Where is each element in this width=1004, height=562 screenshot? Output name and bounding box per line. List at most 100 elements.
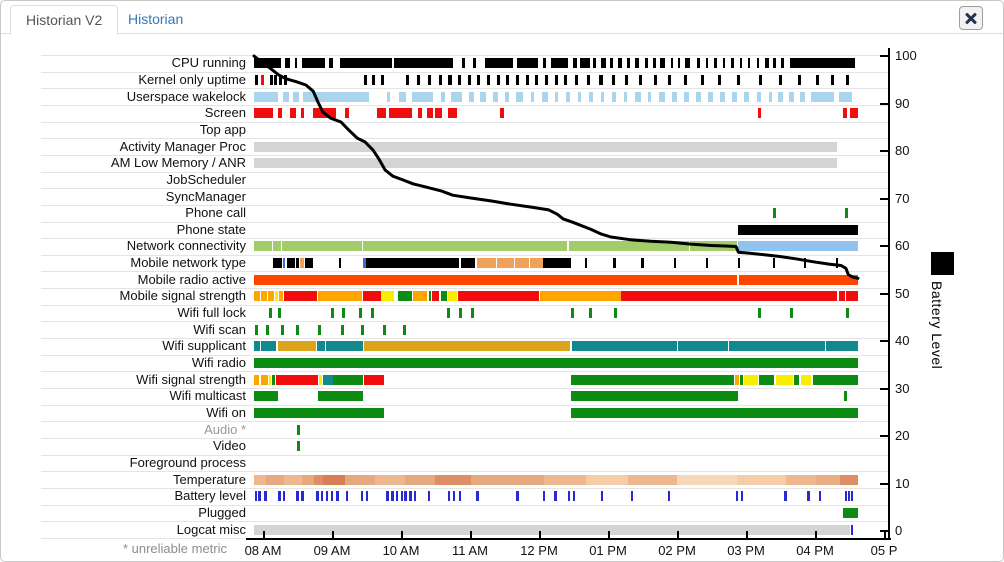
row-label-kernel-only-uptime: Kernel only uptime [138,71,246,87]
timeline-segment-userspace-wakelock [647,91,652,102]
row-separator [41,304,889,306]
x-axis-tick-label: 11 AM [452,543,488,558]
timeline-segment-cpu-running [461,58,465,69]
timeline-segment-mobile-network-type [299,258,304,269]
timeline-segment-wifi-supplicant [261,341,277,352]
timeline-segment-battery-level [735,491,739,502]
x-axis-tick [263,531,265,538]
timeline-segment-mobile-signal-strength [284,291,318,302]
x-axis-tick [746,531,748,538]
timeline-segment-battery-level [254,491,257,502]
timeline-segment-wifi-signal-strength [363,374,384,385]
right-axis-tick [880,292,889,295]
timeline-segment-userspace-wakelock [611,91,617,102]
timeline-segment-battery-level [807,491,810,502]
row-label-mobile-radio-active: Mobile radio active [137,271,246,287]
timeline-segment-wifi-full-lock [278,308,282,319]
timeline-segment-cpu-running [722,58,726,69]
timeline-segment-temperature [737,474,786,485]
timeline-segment-am-low-memory-anr [254,158,837,169]
timeline-segment-cpu-running [685,58,691,69]
timeline-segment-kernel-only-uptime [417,74,421,85]
timeline-segment-kernel-only-uptime [269,74,273,85]
timeline-segment-cpu-running [485,58,513,69]
row-label-battery-level: Battery level [174,488,246,504]
timeline-segment-mobile-signal-strength [458,291,540,302]
timeline-segment-kernel-only-uptime [261,74,265,85]
timeline-segment-mobile-signal-strength [621,291,838,302]
timeline-segment-mobile-signal-strength [381,291,395,302]
timeline-segment-mobile-network-type [460,258,476,269]
timeline-segment-temperature [405,474,436,485]
timeline-segment-battery-level [400,491,404,502]
timeline-segment-cpu-running [593,58,596,69]
timeline-segment-battery-level [321,491,324,502]
timeline-segment-battery-level [386,491,389,502]
timeline-segment-temperature [323,474,345,485]
close-button[interactable] [959,6,983,30]
timeline-segment-screen [435,108,443,119]
timeline-segment-userspace-wakelock [810,91,834,102]
timeline-segment-userspace-wakelock [789,91,794,102]
row-label-userspace-wakelock: Userspace wakelock [126,88,246,104]
timeline-segment-screen [500,108,505,119]
timeline-segment-wifi-full-lock [459,308,463,319]
timeline-segment-kernel-only-uptime [717,74,721,85]
timeline-segment-kernel-only-uptime [477,74,481,85]
timeline-segment-wifi-supplicant [678,341,729,352]
timeline-segment-battery-level [330,491,334,502]
timeline-segment-wifi-on [571,407,858,418]
row-separator [41,421,889,423]
timeline-segment-cpu-running [617,58,623,69]
timeline-segment-kernel-only-uptime [700,74,704,85]
timeline-segment-userspace-wakelock [505,91,509,102]
row-label-wifi-multicast: Wifi multicast [169,388,246,404]
timeline-segment-screen [278,108,282,119]
timeline-segment-kernel-only-uptime [737,74,741,85]
timeline-segment-kernel-only-uptime [624,74,628,85]
row-label-syncmanager: SyncManager [165,188,246,204]
timeline-segment-wifi-scan [281,324,285,335]
timeline-segment-battery-level [554,491,557,502]
timeline-segment-wifi-signal-strength [571,374,734,385]
row-label-logcat-misc: Logcat misc [176,521,246,537]
timeline-segment-temperature [266,474,285,485]
timeline-segment-kernel-only-uptime [380,74,384,85]
timeline-segment-wifi-full-lock [757,308,761,319]
x-axis-tick [470,531,472,538]
timeline-segment-userspace-wakelock [600,91,605,102]
timeline-segment-battery-level [600,491,604,502]
right-axis-tick-label: 10 [895,475,910,491]
timeline-segment-battery-level [427,491,431,502]
x-axis-tick-label: 04 PM [796,543,834,558]
row-separator [41,288,889,290]
row-separator [41,321,889,323]
tab-historian[interactable]: Historian [128,11,184,27]
timeline-segment-mobile-network-type [304,258,313,269]
timeline-segment-userspace-wakelock [696,91,701,102]
timeline-segment-wifi-full-lock [359,308,363,319]
timeline-segment-userspace-wakelock [386,91,391,102]
row-separator [41,487,889,489]
timeline-segment-userspace-wakelock [577,91,582,102]
timeline-segment-mobile-signal-strength [838,291,845,302]
timeline-segment-battery-level [542,491,546,502]
timeline-segment-wifi-signal-strength [793,374,799,385]
timeline-segment-wifi-radio [254,358,858,368]
timeline-segment-kernel-only-uptime [611,74,615,85]
row-label-activity-manager-proc: Activity Manager Proc [119,138,246,154]
tab-historian-v2[interactable]: Historian V2 [10,5,119,34]
timeline-segment-cpu-running [670,58,674,69]
timeline-segment-kernel-only-uptime [496,74,500,85]
timeline-segment-kernel-only-uptime [467,74,471,85]
timeline-segment-userspace-wakelock [282,91,290,102]
timeline-segment-kernel-only-uptime [363,74,367,85]
row-separator [41,404,889,406]
right-axis-tick [880,150,889,152]
timeline-segment-kernel-only-uptime [525,74,529,85]
row-separator [41,371,889,373]
timeline-segment-wifi-scan [360,324,364,335]
timeline-segment-cpu-running [610,58,613,69]
timeline-segment-wifi-full-lock [613,308,617,319]
timeline-segment-wifi-scan [254,324,258,335]
